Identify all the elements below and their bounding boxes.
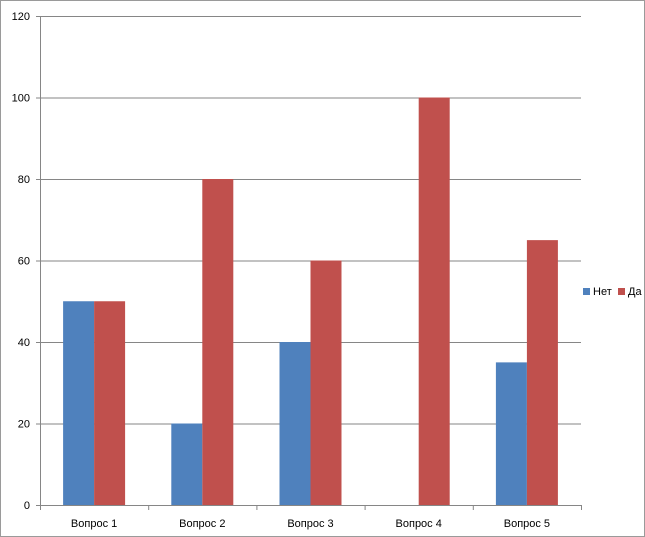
x-tick-label: Вопрос 5 (504, 518, 550, 530)
y-tick-label: 120 (12, 11, 30, 23)
bar-Нет-2 (171, 423, 203, 505)
legend-swatch-Нет (583, 288, 590, 295)
bar-Да-3 (310, 260, 342, 505)
y-tick-label: 80 (18, 174, 30, 186)
x-axis-tick-labels: Вопрос 1 Вопрос 2 Вопрос 3 Вопрос 4 Вопрос 5 (71, 518, 550, 530)
bars (63, 97, 558, 505)
bar-Да-1 (94, 301, 126, 505)
legend-swatch-Да (618, 288, 625, 295)
bar-Да-5 (526, 240, 558, 505)
axes (36, 16, 582, 510)
legend-label-Да: Да (628, 286, 642, 298)
legend-label-Нет: Нет (593, 286, 612, 298)
bar-Да-4 (418, 97, 450, 505)
y-tick-label: 100 (12, 93, 30, 105)
bar-Нет-1 (63, 301, 95, 505)
y-tick-label: 0 (24, 500, 30, 512)
y-axis-tick-labels: 0 20 40 60 80 100 120 (12, 11, 30, 512)
y-tick-label: 60 (18, 256, 30, 268)
y-tick-label: 40 (18, 337, 30, 349)
bar-Да-2 (202, 179, 234, 505)
x-tick-label: Вопрос 4 (396, 518, 442, 530)
legend: Нет Да (583, 286, 642, 298)
bar-Нет-5 (495, 362, 527, 505)
x-tick-label: Вопрос 1 (71, 518, 117, 530)
bar-Нет-3 (279, 342, 311, 505)
x-tick-label: Вопрос 3 (287, 518, 333, 530)
y-tick-label: 20 (18, 419, 30, 431)
x-tick-label: Вопрос 2 (179, 518, 225, 530)
